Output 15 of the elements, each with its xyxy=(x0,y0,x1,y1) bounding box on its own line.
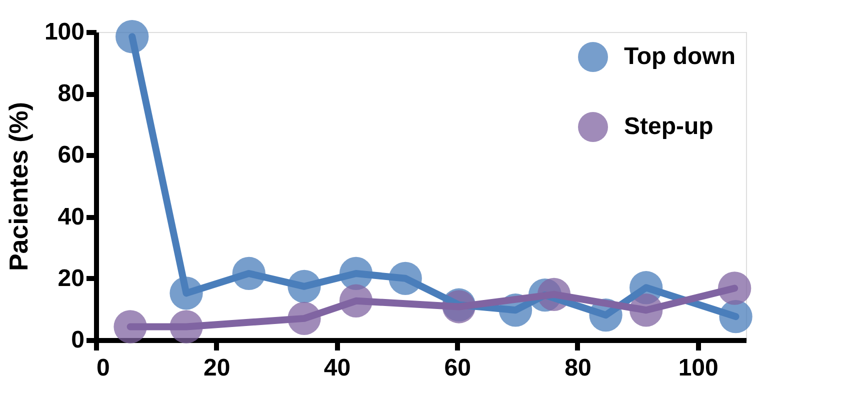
y-tick-label: 60 xyxy=(58,142,84,169)
y-axis-title: Pacientes (%) xyxy=(3,102,34,272)
x-tick-label: 0 xyxy=(96,354,110,382)
legend-label: Step-up xyxy=(624,113,714,140)
y-tick-label: 0 xyxy=(71,326,84,354)
x-tick-label: 20 xyxy=(204,354,230,382)
y-tick-label: 80 xyxy=(58,80,84,108)
y-tick-label: 20 xyxy=(58,264,84,292)
y-tick-label: 100 xyxy=(44,18,84,46)
y-tick-label: 40 xyxy=(58,203,84,230)
x-tick-label: 60 xyxy=(444,354,471,382)
x-tick-label: 40 xyxy=(324,354,351,382)
legend-label: Top down xyxy=(624,43,736,70)
x-tick-label: 100 xyxy=(678,354,718,382)
x-tick-label: 80 xyxy=(564,354,592,382)
